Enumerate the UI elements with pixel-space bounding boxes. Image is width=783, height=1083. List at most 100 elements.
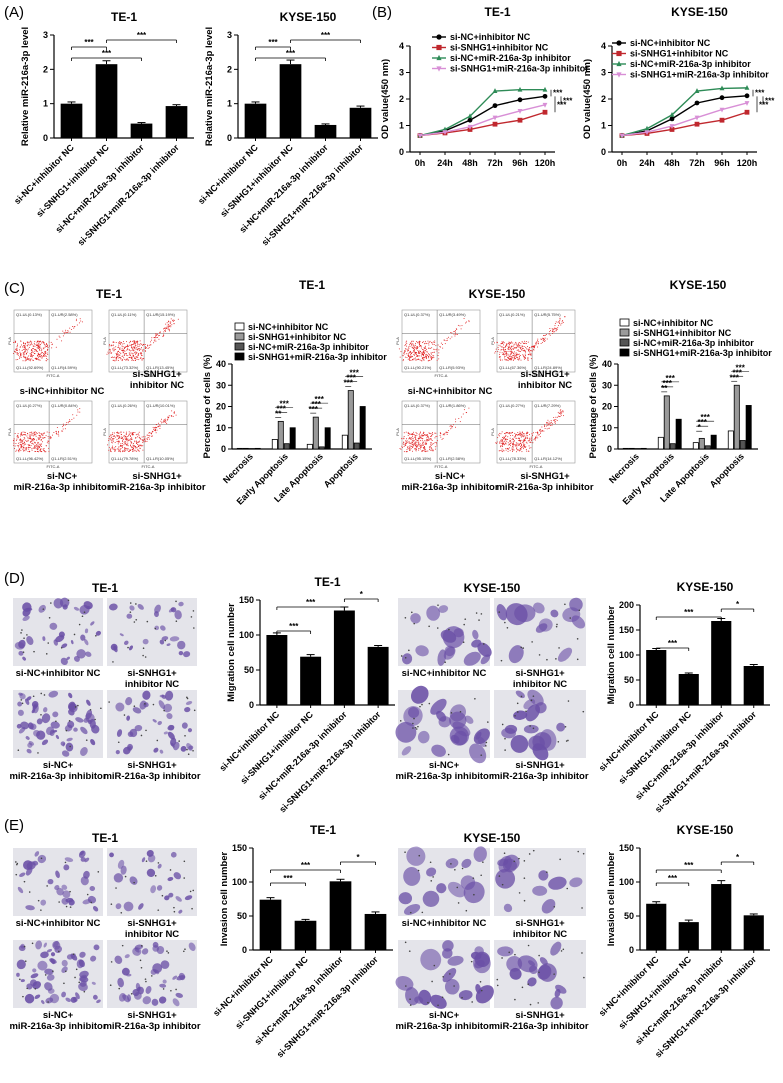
significance-label: *** <box>277 404 287 413</box>
pore <box>529 1003 532 1006</box>
cell-dot <box>534 344 536 346</box>
cell-dot <box>30 350 32 352</box>
y-tick-label: 4 <box>399 41 404 51</box>
y-tick-label: 0 <box>221 444 226 454</box>
cell-dot <box>163 421 165 423</box>
cell-dot <box>509 342 511 344</box>
cell-dot <box>498 348 500 350</box>
cell-dot <box>23 343 25 345</box>
cell-dot <box>419 431 421 433</box>
cell-dot <box>165 323 167 325</box>
cell-dot <box>36 448 38 450</box>
pore <box>409 911 412 914</box>
cell-dot <box>515 353 517 355</box>
cell-dot <box>38 347 40 349</box>
cell-dot <box>543 339 545 341</box>
significance-label: *** <box>684 861 694 870</box>
cell-dot <box>432 355 434 357</box>
cell-dot <box>412 359 414 361</box>
cell-dot <box>156 334 158 336</box>
cell-dot <box>417 349 419 351</box>
stained-cell <box>533 602 545 614</box>
data-point <box>436 44 442 51</box>
cell-dot <box>419 437 421 439</box>
cell-dot <box>45 451 47 453</box>
cell-dot <box>429 340 431 342</box>
stained-cell <box>162 979 167 984</box>
cell-dot <box>38 349 40 351</box>
y-tick-label: 2 <box>43 64 48 74</box>
cell-dot <box>163 333 165 335</box>
cell-dot <box>129 434 131 436</box>
pore <box>115 887 117 889</box>
cell-dot <box>438 358 440 360</box>
cell-dot <box>154 337 156 339</box>
cell-dot <box>403 445 405 447</box>
pore <box>412 722 414 725</box>
cell-dot <box>173 412 175 414</box>
cell-dot <box>408 346 410 348</box>
cell-dot <box>411 447 413 449</box>
pore <box>47 1001 49 1003</box>
cell-dot <box>413 344 415 346</box>
data-point <box>442 126 448 132</box>
cell-dot <box>424 443 426 445</box>
cell-dot <box>36 345 38 347</box>
pore <box>496 978 499 981</box>
cell-dot <box>402 359 404 361</box>
cell-dot <box>132 353 134 355</box>
y-tick-label: 100 <box>619 877 634 887</box>
cell-dot <box>505 449 507 451</box>
cell-dot <box>543 430 545 432</box>
cell-dot <box>419 440 421 442</box>
cell-dot <box>139 348 141 350</box>
cell-dot <box>433 343 435 345</box>
cell-dot <box>71 419 73 421</box>
cell-dot <box>135 440 137 442</box>
cell-dot <box>117 351 119 353</box>
chart-title: KYSE-150 <box>677 580 734 594</box>
cell-dot <box>512 357 514 359</box>
stained-cell <box>175 992 183 998</box>
cell-dot <box>417 341 419 343</box>
cell-dot <box>552 329 554 331</box>
pore <box>471 1001 473 1003</box>
cell-dot <box>549 334 551 336</box>
cell-dot <box>36 432 38 434</box>
cell-dot <box>425 353 427 355</box>
y-tick-label: 150 <box>619 843 634 853</box>
cell-dot <box>536 435 538 437</box>
cell-dot <box>509 354 511 356</box>
cell-dot <box>412 443 414 445</box>
cell-dot <box>48 345 50 347</box>
cell-dot <box>528 447 530 449</box>
cell-dot <box>148 434 150 436</box>
cell-dot <box>136 349 138 351</box>
cell-dot <box>443 339 445 341</box>
cell-dot <box>43 448 45 450</box>
bar <box>341 434 348 450</box>
cell-dot <box>498 434 500 436</box>
cell-dot <box>511 353 513 355</box>
cell-dot <box>517 449 519 451</box>
cell-dot <box>131 447 133 449</box>
cell-dot <box>510 353 512 355</box>
cell-dot <box>439 435 441 437</box>
stained-cell <box>79 976 89 983</box>
cell-dot <box>127 444 129 446</box>
cell-dot <box>520 359 522 361</box>
cell-dot <box>136 341 138 343</box>
cell-dot <box>554 422 556 424</box>
y-tick-label: 150 <box>619 625 634 635</box>
cell-dot <box>126 341 128 343</box>
cell-dot <box>412 340 414 342</box>
quadrant-label: Q1-LR(4.59%) <box>51 365 77 370</box>
cell-dot <box>17 435 19 437</box>
stained-cell <box>175 896 182 902</box>
cell-dot <box>125 439 127 441</box>
cell-dot <box>540 431 542 433</box>
cell-dot <box>136 352 138 354</box>
cell-dot <box>430 438 432 440</box>
stained-cell <box>48 690 59 698</box>
